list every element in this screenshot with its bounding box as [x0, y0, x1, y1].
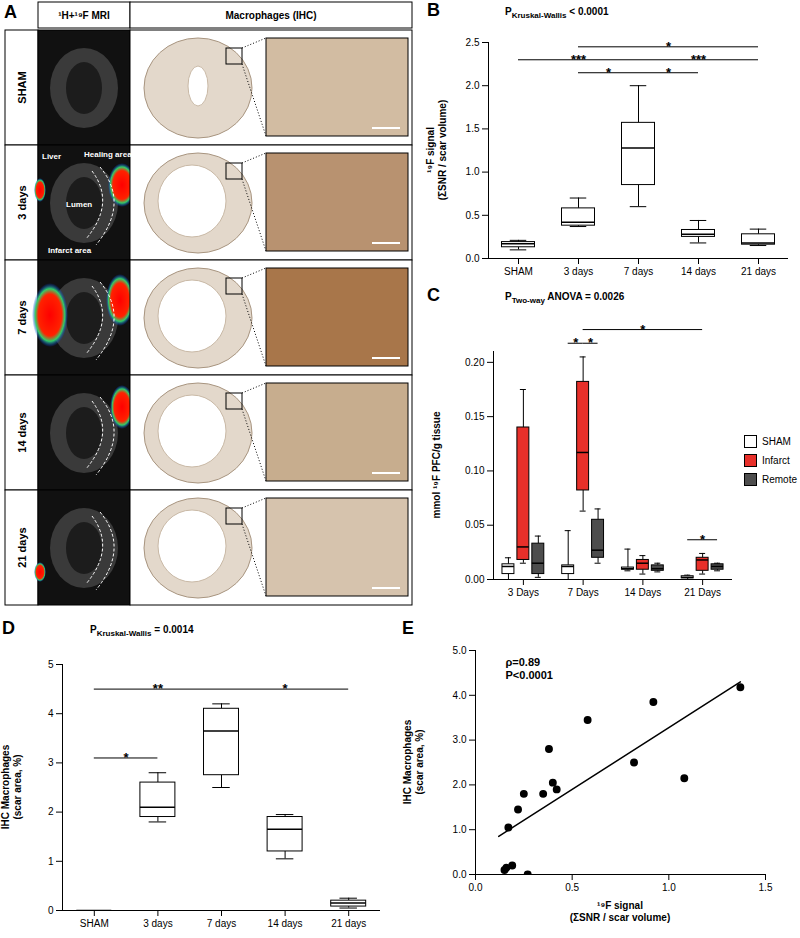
- svg-text:7 Days: 7 Days: [568, 587, 599, 598]
- html-text:IHC Macrophages (scar area, %): IHC Macrophages (scar area, %): [402, 719, 425, 805]
- svg-text:2.5: 2.5: [466, 37, 480, 48]
- svg-text:Macrophages (IHC): Macrophages (IHC): [225, 10, 316, 21]
- html-text:PTwo-wayANOVA = 0.0026: PTwo-wayANOVA = 0.0026: [505, 291, 625, 305]
- svg-text:0.15: 0.15: [465, 411, 485, 422]
- svg-text:3 days: 3 days: [564, 266, 593, 277]
- svg-text:1.5: 1.5: [466, 123, 480, 134]
- svg-text:0.0: 0.0: [453, 869, 467, 880]
- svg-text:3 days: 3 days: [143, 918, 172, 929]
- svg-text:1.0: 1.0: [466, 166, 480, 177]
- svg-text:0.5: 0.5: [466, 210, 480, 221]
- svg-text:ρ=0.89P<0.0001: ρ=0.89P<0.0001: [506, 656, 553, 681]
- svg-text:14 days: 14 days: [16, 412, 28, 452]
- svg-text:***: ***: [691, 52, 707, 67]
- html-text:Infarct: Infarct: [762, 455, 790, 466]
- svg-text:4.0: 4.0: [453, 690, 467, 701]
- svg-text:3 days: 3 days: [16, 185, 28, 219]
- svg-text:Lumen: Lumen: [66, 200, 92, 209]
- svg-text:SHAM: SHAM: [504, 266, 533, 277]
- svg-text:*: *: [283, 681, 289, 696]
- html-text:E: E: [402, 618, 414, 638]
- html-text:PKruskal-Wallis= 0.0014: PKruskal-Wallis= 0.0014: [90, 624, 194, 638]
- svg-text:5: 5: [48, 659, 54, 670]
- html-text:¹⁹F signal (ΣSNR / scar volume: ¹⁹F signal (ΣSNR / scar volume): [569, 900, 671, 923]
- svg-text:A: A: [4, 2, 17, 22]
- svg-text:**: **: [153, 681, 164, 696]
- html-text:Remote: Remote: [762, 474, 797, 485]
- html-text:PKruskal-Wallis< 0.0001: PKruskal-Wallis< 0.0001: [505, 6, 609, 20]
- html-text:IHC Macrophages (scar area, %): IHC Macrophages (scar area, %): [0, 744, 23, 830]
- svg-text:*: *: [666, 39, 672, 54]
- svg-text:¹H+¹⁹F MRI: ¹H+¹⁹F MRI: [58, 10, 110, 21]
- svg-text:7 days: 7 days: [624, 266, 653, 277]
- svg-text:3: 3: [48, 757, 54, 768]
- svg-text:0.00: 0.00: [465, 574, 485, 585]
- svg-text:SHAM: SHAM: [16, 71, 28, 103]
- svg-text:14 days: 14 days: [268, 918, 303, 929]
- svg-text:*: *: [573, 335, 579, 350]
- svg-text:14 days: 14 days: [681, 266, 716, 277]
- svg-text:4: 4: [48, 708, 54, 719]
- html-text:¹⁹F signal (ΣSNR / scar volume: ¹⁹F signal (ΣSNR / scar volume): [425, 99, 448, 201]
- svg-text:0.0: 0.0: [466, 253, 480, 264]
- svg-text:7 days: 7 days: [207, 918, 236, 929]
- svg-text:*: *: [640, 322, 646, 337]
- html-text:mmol ¹⁹F PFC/g tissue: mmol ¹⁹F PFC/g tissue: [431, 411, 442, 519]
- html-text:C: C: [427, 285, 440, 305]
- svg-text:3 Days: 3 Days: [508, 587, 539, 598]
- svg-text:0: 0: [48, 905, 54, 916]
- svg-text:2: 2: [48, 806, 54, 817]
- svg-text:2.0: 2.0: [453, 779, 467, 790]
- svg-text:0.0: 0.0: [469, 882, 483, 893]
- svg-text:*: *: [606, 65, 612, 80]
- svg-text:3.0: 3.0: [453, 734, 467, 745]
- svg-text:*: *: [124, 750, 130, 765]
- svg-text:21 Days: 21 Days: [684, 587, 721, 598]
- svg-text:1: 1: [48, 856, 54, 867]
- svg-text:1.0: 1.0: [662, 882, 676, 893]
- html-text:B: B: [427, 0, 440, 20]
- svg-text:5.0: 5.0: [453, 645, 467, 656]
- svg-text:0.10: 0.10: [465, 465, 485, 476]
- svg-text:14 Days: 14 Days: [625, 587, 662, 598]
- html-text:SHAM: SHAM: [762, 436, 791, 447]
- svg-text:*: *: [666, 65, 672, 80]
- svg-text:*: *: [700, 532, 706, 547]
- svg-text:SHAM: SHAM: [80, 918, 109, 929]
- svg-text:*: *: [588, 335, 594, 350]
- svg-text:0.05: 0.05: [465, 519, 485, 530]
- svg-text:Healing area: Healing area: [84, 150, 132, 159]
- svg-text:21 days: 21 days: [16, 527, 28, 567]
- svg-text:0.5: 0.5: [565, 882, 579, 893]
- svg-text:0.20: 0.20: [465, 357, 485, 368]
- svg-text:21 days: 21 days: [741, 266, 776, 277]
- svg-text:21 days: 21 days: [331, 918, 366, 929]
- svg-text:1.0: 1.0: [453, 824, 467, 835]
- svg-text:***: ***: [571, 52, 587, 67]
- html-text:D: D: [2, 618, 15, 638]
- svg-text:Liver: Liver: [42, 152, 61, 161]
- svg-text:2.0: 2.0: [466, 80, 480, 91]
- svg-text:Infarct area: Infarct area: [48, 246, 92, 255]
- svg-text:1.5: 1.5: [759, 882, 773, 893]
- svg-text:7 days: 7 days: [16, 300, 28, 334]
